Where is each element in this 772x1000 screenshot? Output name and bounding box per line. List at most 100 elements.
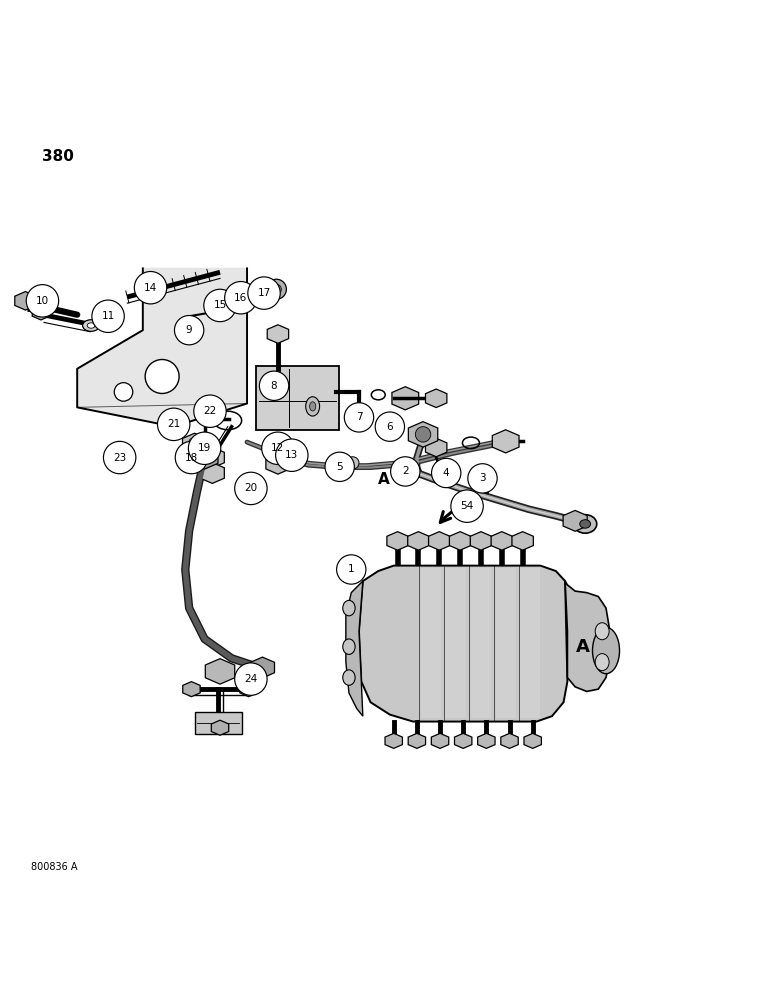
Polygon shape <box>205 659 235 684</box>
Circle shape <box>204 289 236 322</box>
Text: 6: 6 <box>387 422 393 432</box>
Text: A: A <box>576 638 590 656</box>
Circle shape <box>252 283 273 303</box>
Text: 9: 9 <box>186 325 192 335</box>
Circle shape <box>262 432 294 464</box>
Circle shape <box>266 279 286 299</box>
Polygon shape <box>183 682 200 697</box>
Text: 2: 2 <box>402 466 408 476</box>
Text: 1: 1 <box>348 564 354 574</box>
Polygon shape <box>563 510 587 531</box>
Polygon shape <box>191 446 218 469</box>
Circle shape <box>174 315 204 345</box>
Polygon shape <box>470 532 492 550</box>
Polygon shape <box>524 733 541 748</box>
Circle shape <box>271 284 281 294</box>
Circle shape <box>451 490 483 522</box>
Circle shape <box>344 403 374 432</box>
Text: 16: 16 <box>234 293 248 303</box>
Circle shape <box>103 441 136 474</box>
Circle shape <box>375 412 405 441</box>
Polygon shape <box>445 568 466 718</box>
Ellipse shape <box>343 600 355 616</box>
Polygon shape <box>520 568 540 718</box>
Polygon shape <box>512 532 533 550</box>
Polygon shape <box>267 325 289 343</box>
Circle shape <box>188 432 221 464</box>
Polygon shape <box>408 733 425 748</box>
Circle shape <box>225 282 257 314</box>
Ellipse shape <box>595 623 609 640</box>
Ellipse shape <box>593 627 619 674</box>
Text: 17: 17 <box>257 288 271 298</box>
Polygon shape <box>471 568 491 718</box>
Polygon shape <box>493 430 519 453</box>
Ellipse shape <box>343 639 355 654</box>
Polygon shape <box>240 682 257 697</box>
Polygon shape <box>428 532 450 550</box>
Polygon shape <box>425 438 447 457</box>
Polygon shape <box>421 568 441 718</box>
Circle shape <box>468 464 497 493</box>
Polygon shape <box>15 292 36 310</box>
Polygon shape <box>346 581 363 716</box>
Text: 19: 19 <box>198 443 212 453</box>
Circle shape <box>240 292 250 302</box>
Circle shape <box>145 359 179 393</box>
Polygon shape <box>491 532 513 550</box>
Circle shape <box>415 427 431 442</box>
Circle shape <box>235 287 256 307</box>
Polygon shape <box>408 422 438 447</box>
Polygon shape <box>455 733 472 748</box>
Circle shape <box>258 288 267 298</box>
Text: 380: 380 <box>42 149 74 164</box>
Text: 12: 12 <box>271 443 285 453</box>
Polygon shape <box>408 532 429 550</box>
Polygon shape <box>77 268 247 427</box>
Polygon shape <box>212 720 229 735</box>
Text: 23: 23 <box>113 453 127 463</box>
Circle shape <box>175 441 208 474</box>
Circle shape <box>276 439 308 471</box>
Polygon shape <box>200 447 225 468</box>
Text: 14: 14 <box>144 283 157 293</box>
Polygon shape <box>387 532 408 550</box>
Circle shape <box>432 458 461 488</box>
Text: 4: 4 <box>443 468 449 478</box>
Circle shape <box>217 291 239 312</box>
Circle shape <box>157 408 190 441</box>
Text: 8: 8 <box>271 381 277 391</box>
Polygon shape <box>449 532 471 550</box>
Polygon shape <box>432 733 449 748</box>
Text: 15: 15 <box>213 300 227 310</box>
Text: 13: 13 <box>285 450 299 460</box>
Text: 24: 24 <box>244 674 258 684</box>
Ellipse shape <box>310 402 316 411</box>
Circle shape <box>391 457 420 486</box>
Ellipse shape <box>343 670 355 685</box>
Polygon shape <box>200 463 225 483</box>
Circle shape <box>235 663 267 695</box>
Text: A: A <box>378 472 390 487</box>
Text: 11: 11 <box>101 311 115 321</box>
Text: 20: 20 <box>244 483 258 493</box>
Text: 54: 54 <box>460 501 474 511</box>
FancyBboxPatch shape <box>256 366 339 430</box>
Ellipse shape <box>306 397 320 416</box>
Polygon shape <box>266 453 290 474</box>
Circle shape <box>235 472 267 505</box>
Polygon shape <box>478 733 495 748</box>
FancyBboxPatch shape <box>195 712 242 734</box>
Polygon shape <box>392 387 418 410</box>
Text: 18: 18 <box>185 453 198 463</box>
Text: 21: 21 <box>167 419 181 429</box>
Ellipse shape <box>574 515 597 533</box>
Ellipse shape <box>87 323 95 328</box>
Circle shape <box>259 371 289 400</box>
Circle shape <box>92 300 124 332</box>
Text: 3: 3 <box>479 473 486 483</box>
Ellipse shape <box>580 520 591 528</box>
Polygon shape <box>250 657 275 678</box>
Circle shape <box>114 383 133 401</box>
Circle shape <box>248 277 280 309</box>
